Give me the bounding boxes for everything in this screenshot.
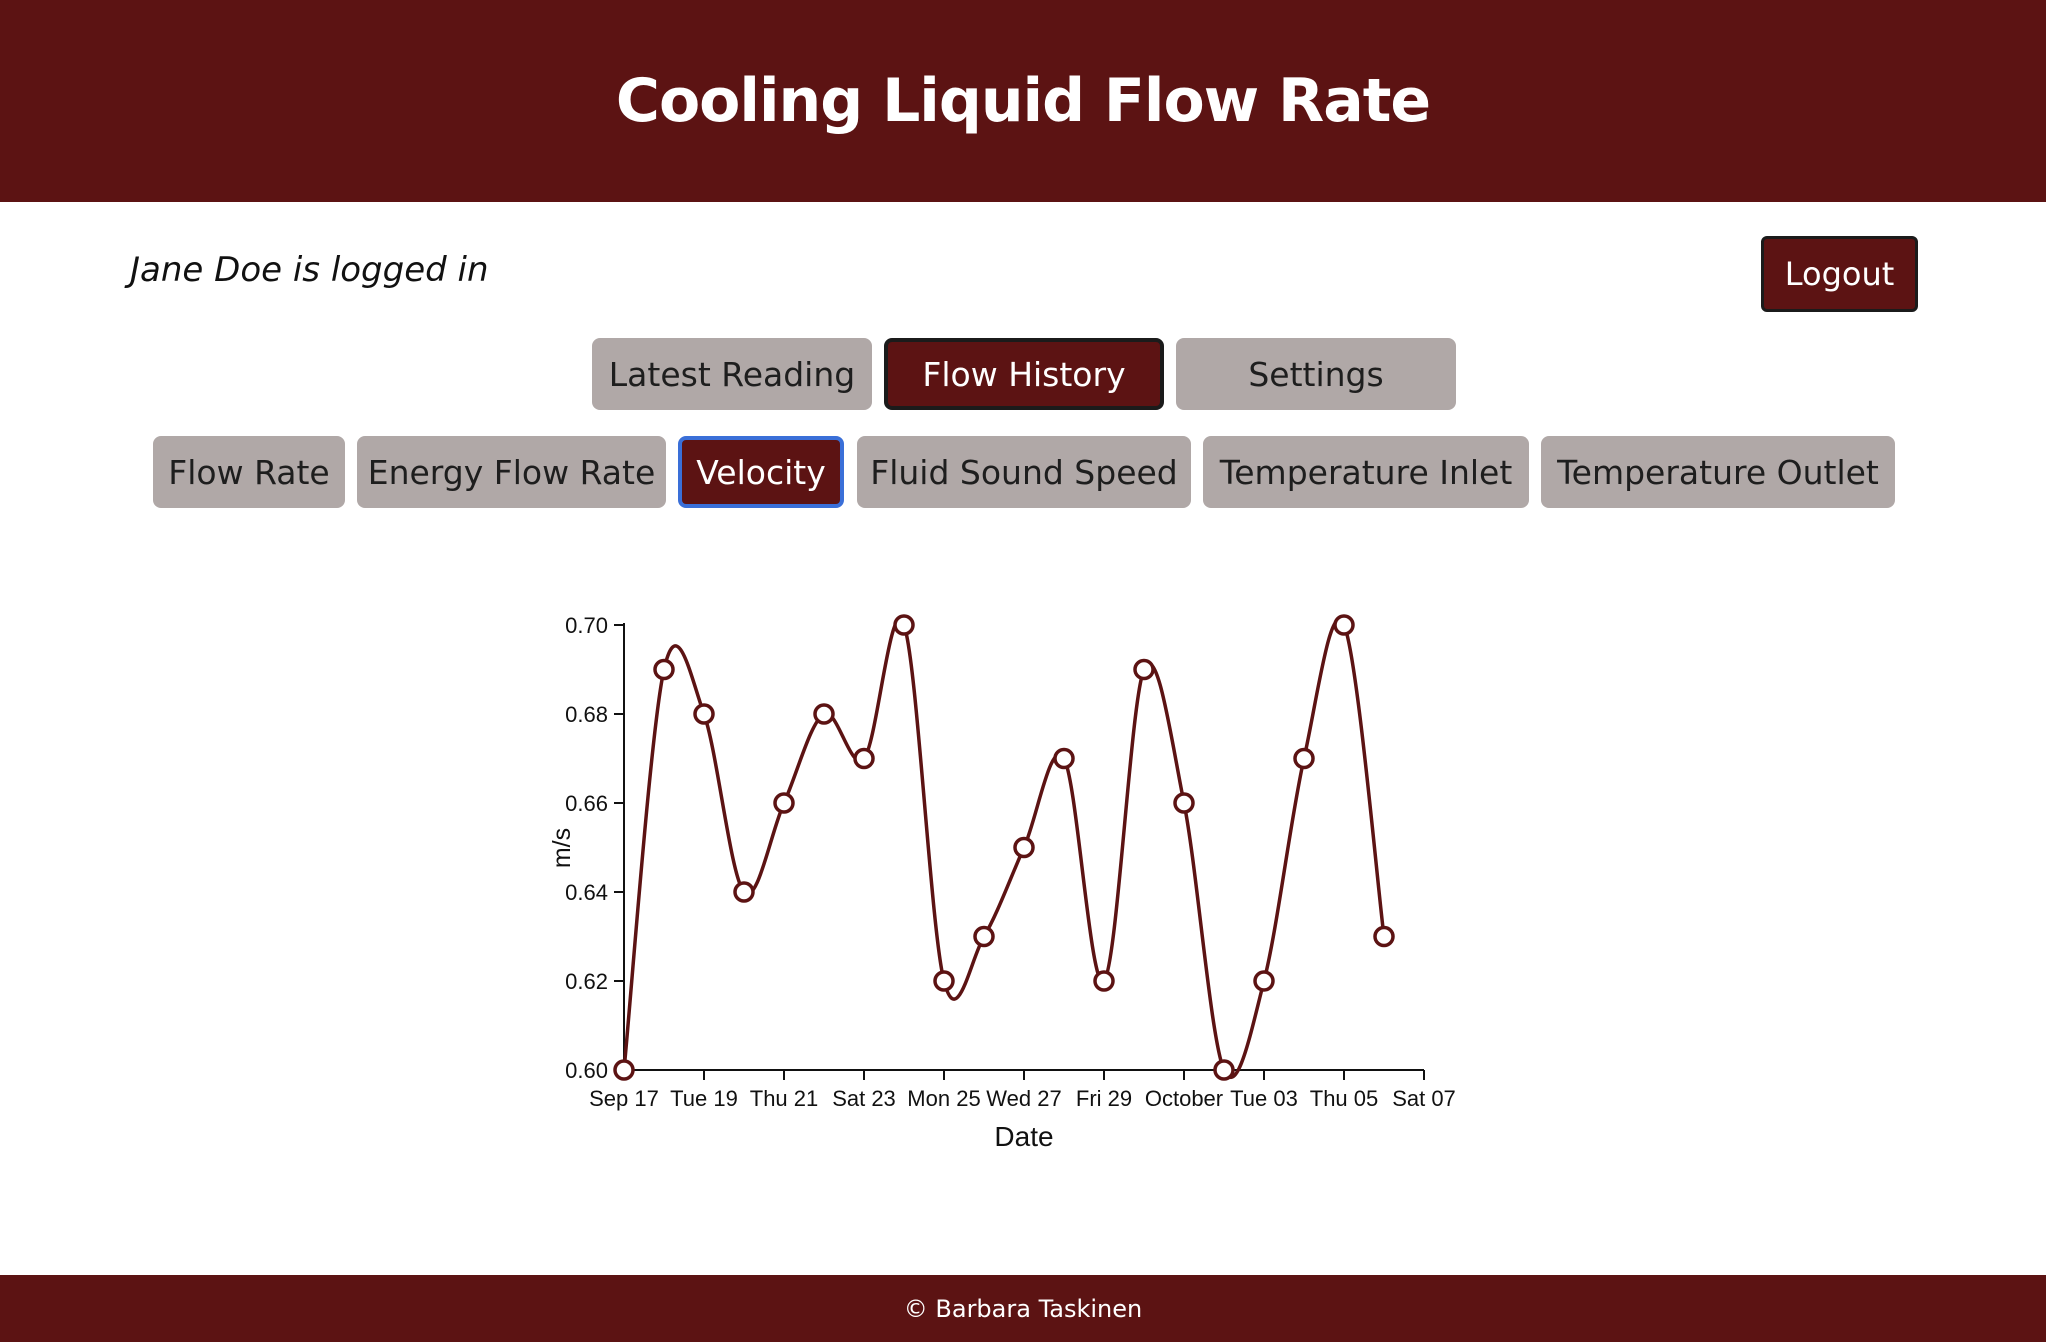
page-title: Cooling Liquid Flow Rate: [615, 66, 1431, 136]
tab-latest-reading[interactable]: Latest Reading: [592, 338, 872, 410]
velocity-history-chart: 0.60 0.62 0.64 0.66 0.68 0.70 Sep 17 Tue 19 Thu …: [548, 613, 1456, 1152]
x-tick-label: Sat 07: [1392, 1086, 1456, 1111]
x-tick-label: Wed 27: [986, 1086, 1061, 1111]
velocity-line: [622, 617, 1386, 1080]
data-point: [693, 703, 715, 725]
metric-tab-energy-flow-rate[interactable]: Energy Flow Rate: [357, 436, 666, 508]
y-tick-label: 0.64: [565, 880, 608, 905]
y-tick-label: 0.68: [565, 702, 608, 727]
data-point: [733, 881, 755, 903]
data-point: [773, 792, 795, 814]
x-tick-label: October: [1145, 1086, 1223, 1111]
login-status: Jane Doe is logged in: [130, 250, 489, 290]
data-point: [1293, 747, 1315, 770]
y-tick-label: 0.66: [565, 791, 608, 816]
x-tick-label: Tue 19: [670, 1086, 738, 1111]
data-point: [933, 970, 955, 992]
data-point: [1253, 970, 1275, 992]
x-tick-label: Mon 25: [907, 1086, 980, 1111]
y-tick-label: 0.62: [565, 969, 608, 994]
metric-tab-temperature-outlet[interactable]: Temperature Outlet: [1541, 436, 1895, 508]
logout-button[interactable]: Logout: [1761, 236, 1918, 312]
y-tick-label: 0.60: [565, 1058, 608, 1083]
metric-tab-fluid-sound-speed[interactable]: Fluid Sound Speed: [857, 436, 1191, 508]
x-tick-label: Thu 05: [1310, 1086, 1379, 1111]
x-axis-label: Date: [994, 1121, 1053, 1152]
y-tick-label: 0.70: [565, 613, 608, 638]
data-point: [1093, 970, 1115, 992]
chart-series: [613, 614, 1395, 1081]
footer-copyright: © Barbara Taskinen: [903, 1294, 1143, 1323]
metric-tab-temperature-inlet[interactable]: Temperature Inlet: [1203, 436, 1529, 508]
data-point: [653, 658, 675, 681]
x-tick-label: Sep 17: [589, 1086, 659, 1111]
data-point: [613, 1059, 635, 1081]
data-point: [973, 925, 995, 948]
data-point: [1133, 658, 1155, 681]
data-point: [893, 614, 915, 636]
data-point: [1013, 836, 1035, 859]
data-point: [813, 703, 835, 725]
x-tick-label: Tue 03: [1230, 1086, 1298, 1111]
data-point: [1053, 747, 1075, 770]
chart-axes: 0.60 0.62 0.64 0.66 0.68 0.70 Sep 17 Tue 19 Thu …: [565, 613, 1456, 1111]
tab-flow-history[interactable]: Flow History: [884, 338, 1164, 410]
data-point: [1333, 614, 1355, 636]
x-tick-label: Sat 23: [832, 1086, 896, 1111]
tab-settings[interactable]: Settings: [1176, 338, 1456, 410]
metric-tab-velocity[interactable]: Velocity: [678, 436, 844, 508]
data-point: [1213, 1059, 1235, 1081]
data-point: [1373, 925, 1395, 948]
data-point: [1173, 792, 1195, 814]
metric-tab-flow-rate[interactable]: Flow Rate: [153, 436, 345, 508]
x-tick-label: Fri 29: [1076, 1086, 1132, 1111]
footer: © Barbara Taskinen: [0, 1275, 2046, 1342]
header: Cooling Liquid Flow Rate: [0, 0, 2046, 202]
data-point: [853, 747, 875, 770]
x-tick-label: Thu 21: [750, 1086, 819, 1111]
y-axis-label: m/s: [548, 828, 576, 868]
